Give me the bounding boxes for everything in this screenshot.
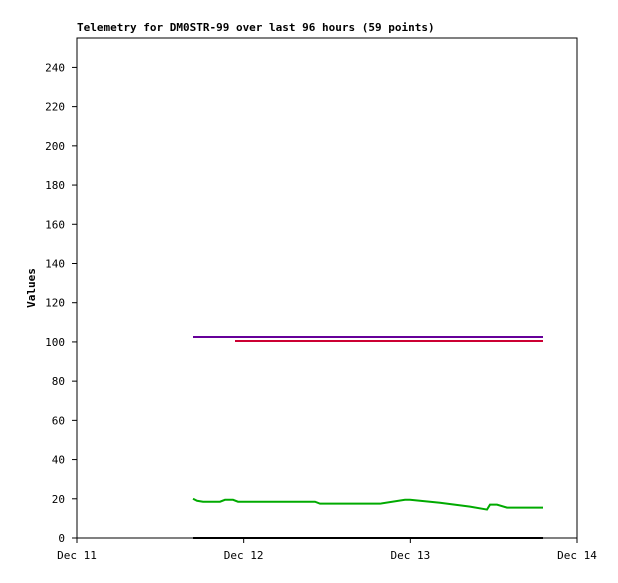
y-tick-label: 120 <box>45 297 65 310</box>
x-tick-label: Dec 14 <box>557 549 597 562</box>
y-tick-label: 220 <box>45 101 65 114</box>
x-tick-label: Dec 13 <box>390 549 430 562</box>
y-tick-label: 180 <box>45 179 65 192</box>
y-tick-label: 100 <box>45 336 65 349</box>
x-tick-label: Dec 12 <box>224 549 264 562</box>
y-axis-label: Values <box>25 268 38 308</box>
y-tick-label: 40 <box>52 454 65 467</box>
y-tick-label: 240 <box>45 61 65 74</box>
y-tick-label: 160 <box>45 218 65 231</box>
chart-title: Telemetry for DM0STR-99 over last 96 hou… <box>77 21 435 34</box>
y-tick-label: 20 <box>52 493 65 506</box>
plot-frame <box>76 37 578 539</box>
y-tick-label: 0 <box>58 532 65 545</box>
y-tick-label: 60 <box>52 414 65 427</box>
y-tick-label: 80 <box>52 375 65 388</box>
series-line <box>192 497 543 511</box>
x-tick-label: Dec 11 <box>57 549 97 562</box>
y-tick-label: 200 <box>45 140 65 153</box>
y-tick-label: 140 <box>45 257 65 270</box>
